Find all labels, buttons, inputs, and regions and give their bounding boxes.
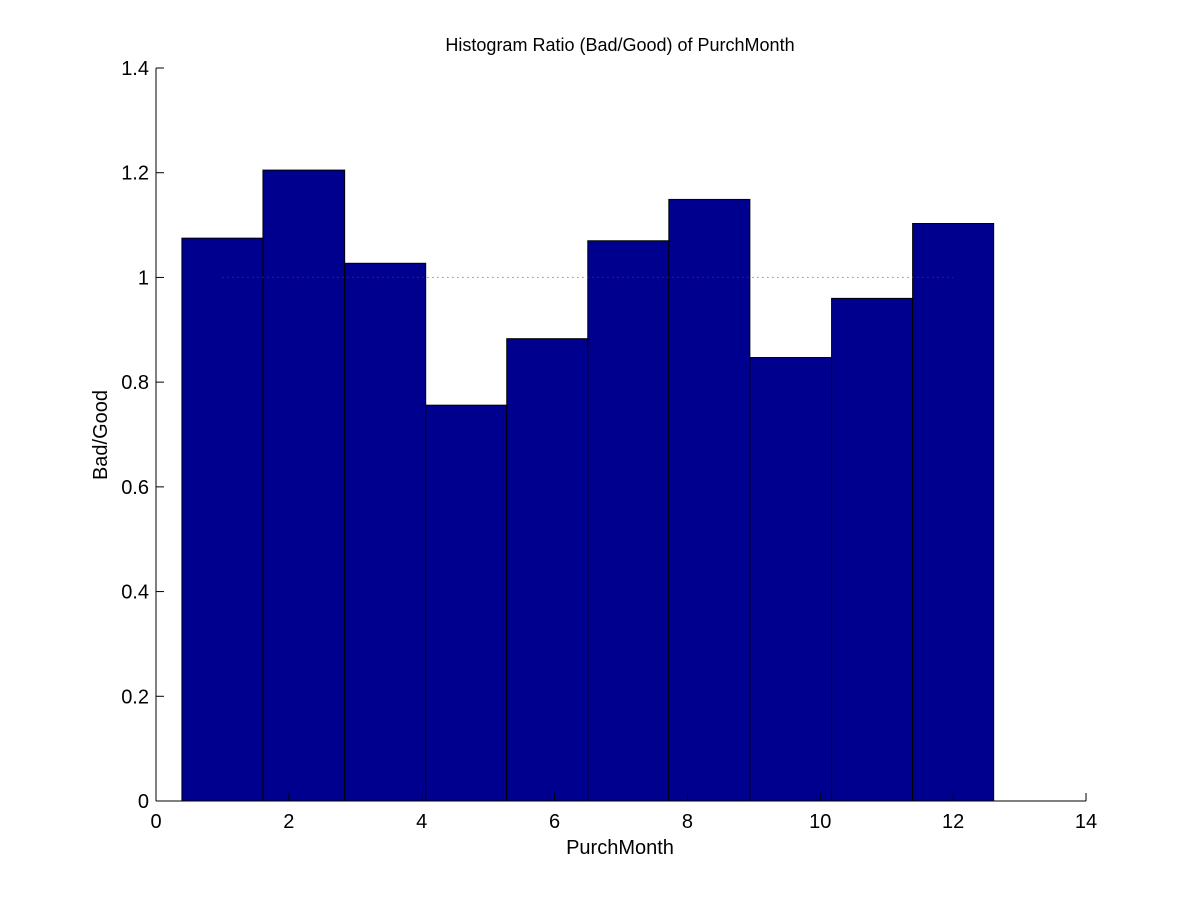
histogram-bar [668, 198, 751, 802]
x-tick-label: 4 [416, 811, 427, 833]
x-tick-label: 2 [283, 811, 294, 833]
axes-group [155, 68, 1086, 802]
histogram-bar [587, 240, 670, 802]
x-tick-label: 10 [809, 811, 831, 833]
y-tick-label: 0.6 [121, 477, 149, 499]
x-tick-label: 12 [942, 811, 964, 833]
histogram-bar [344, 262, 427, 802]
x-axis-label: PurchMonth [566, 837, 674, 859]
y-tick-label: 1.4 [121, 58, 149, 80]
chart-title: Histogram Ratio (Bad/Good) of PurchMonth [445, 35, 794, 55]
histogram-bar [749, 357, 833, 802]
y-tick-label: 0 [138, 791, 149, 813]
ticks-group: 0 2 4 6 8 10 12 14 0 0.2 0.4 0.6 0.8 1 1.2 1.4 [121, 58, 1097, 833]
y-tick-label: 0.2 [121, 686, 149, 708]
y-tick-label: 1.2 [121, 163, 149, 185]
y-tick-label: 1 [138, 267, 149, 289]
y-tick-label: 0.8 [121, 372, 149, 394]
x-tick-label: 0 [150, 811, 161, 833]
y-tick-label: 0.4 [121, 582, 149, 604]
x-tick-label: 14 [1075, 811, 1097, 833]
y-axis-label: Bad/Good [90, 390, 112, 480]
x-tick-label: 6 [549, 811, 560, 833]
x-tick-label: 8 [682, 811, 693, 833]
histogram-bar [425, 404, 508, 802]
histogram-bar [262, 169, 346, 802]
histogram-bar [912, 223, 995, 802]
bars-group [181, 169, 995, 802]
histogram-bar [831, 297, 914, 802]
histogram-bar [506, 338, 589, 802]
histogram-bar [181, 237, 264, 802]
